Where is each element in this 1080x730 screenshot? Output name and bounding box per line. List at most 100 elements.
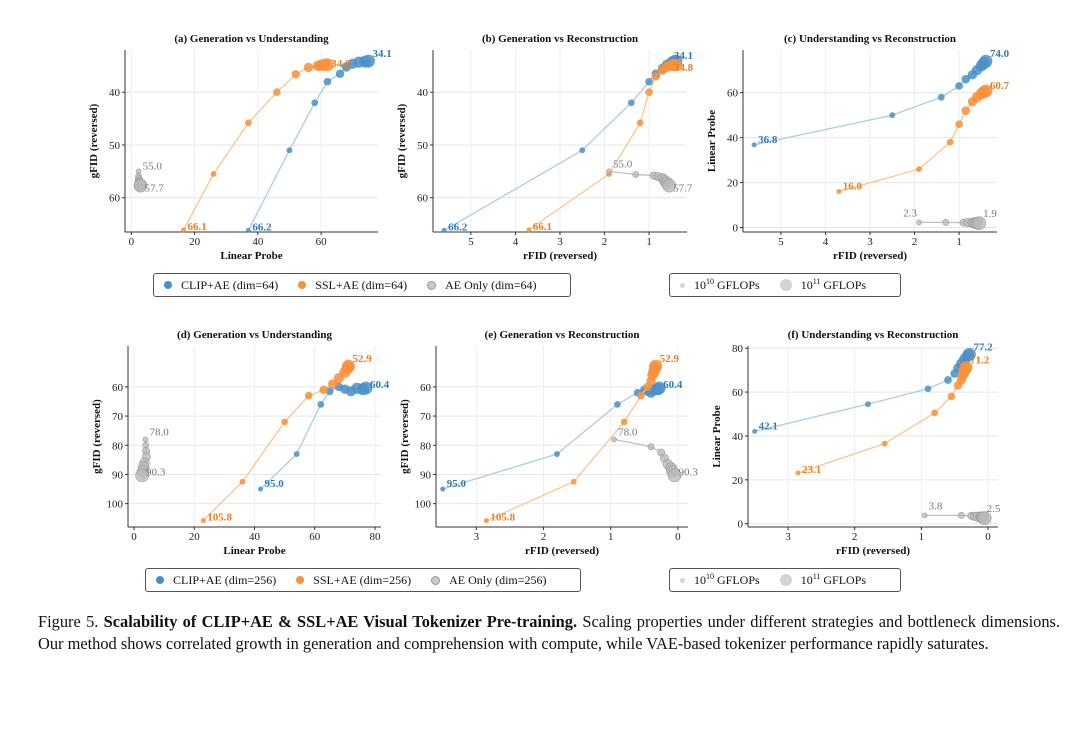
chart-e-point-clip	[440, 486, 446, 492]
chart-a-point-ssl	[244, 119, 252, 127]
chart-b-point-clip	[579, 147, 586, 154]
legend-label-ae: AE Only (dim=256)	[449, 572, 547, 587]
legend-marker-ssl	[298, 281, 307, 289]
legend-marker-ae	[431, 575, 441, 585]
chart-f-data-label-ssl: 71.2	[970, 355, 990, 367]
chart-e-y-tick-label: 100	[415, 499, 432, 511]
chart-c-series-line-ssl	[838, 90, 987, 193]
chart-f-point-ssl	[881, 440, 888, 447]
chart-a-point-clip	[323, 77, 332, 86]
caption-text: Scaling properties under different strat…	[38, 612, 1060, 653]
chart-b-point-ssl	[636, 119, 644, 127]
chart-a-point-ssl	[291, 69, 301, 79]
chart-a-point-clip	[335, 69, 345, 79]
chart-d-x-tick-label: 80	[369, 531, 381, 543]
chart-c-x-axis-label: rFID (reversed)	[833, 250, 907, 262]
chart-e-title: (e) Generation vs Reconstruction	[485, 329, 640, 341]
chart-b-point-ssl	[651, 72, 661, 81]
chart-f-data-label-ae: 3.8	[929, 500, 943, 512]
chart-c-point-ssl	[961, 106, 971, 115]
chart-d-point-ssl	[239, 478, 246, 485]
chart-c-data-label-ssl: 16.0	[843, 181, 863, 193]
chart-a-data-label-clip: 34.1	[373, 48, 392, 60]
chart-d-point-ssl	[341, 359, 355, 373]
chart-d-x-tick-label: 0	[131, 531, 137, 543]
legend-item-large: 1011 GFLOPs	[779, 572, 866, 588]
chart-f-point-ssl	[931, 409, 939, 417]
chart-e-point-ae	[647, 443, 655, 451]
chart-e-y-axis-label: gFID (reversed)	[399, 399, 411, 474]
chart-a-point-ssl	[303, 62, 314, 73]
chart-b-x-tick-label: 2	[602, 236, 608, 248]
chart-f-x-axis-label: rFID (reversed)	[836, 545, 910, 557]
chart-c-y-tick-label: 0	[733, 223, 739, 235]
chart-b-point-ae	[632, 171, 640, 178]
chart-f-y-tick-label: 0	[738, 519, 744, 531]
chart-a-data-label-clip: 66.2	[252, 221, 272, 233]
chart-b-point-ae	[606, 168, 612, 175]
chart-c-y-tick-label: 20	[727, 178, 739, 190]
chart-d-series-line-clip	[260, 386, 367, 490]
chart-d-point-clip	[359, 381, 373, 395]
chart-c-point-clip	[751, 142, 757, 148]
chart-e-point-ssl	[620, 418, 628, 426]
chart-c-y-tick-label: 60	[727, 88, 739, 100]
chart-c-point-ssl	[836, 189, 842, 195]
chart-b-y-axis-label: gFID (reversed)	[396, 103, 408, 178]
chart-f-x-tick-label: 3	[785, 531, 791, 543]
chart-d-point-ssl	[304, 391, 313, 400]
chart-b-y-tick-label: 50	[417, 140, 429, 152]
chart-b-x-tick-label: 3	[557, 236, 563, 248]
chart-b-title: (b) Generation vs Reconstruction	[482, 33, 638, 45]
chart-f-point-ae	[977, 511, 992, 526]
legend-size-row2: 1010 GFLOPs 1011 GFLOPs	[669, 568, 901, 592]
chart-d-data-label-ssl: 52.9	[352, 353, 372, 365]
legend-item-small: 1010 GFLOPs	[680, 572, 760, 588]
chart-a-y-tick-label: 60	[109, 193, 121, 205]
legend-label-small: 1010 GFLOPs	[694, 572, 760, 587]
chart-a-point-clip	[311, 99, 319, 107]
chart-b-series-line-ssl	[528, 64, 676, 231]
chart-f-point-clip	[752, 428, 758, 434]
chart-d-point-ae	[142, 436, 149, 443]
chart-c-point-ae	[972, 216, 986, 231]
legend-label-large: 1011 GFLOPs	[800, 277, 867, 292]
chart-c-point-ae	[916, 219, 922, 226]
chart-b-point-ssl	[669, 58, 683, 72]
chart-d-point-ssl	[281, 418, 289, 426]
chart-c-point-ae	[942, 218, 950, 226]
chart-f-y-tick-label: 20	[732, 475, 744, 487]
legend-label-clip: CLIP+AE (dim=64)	[181, 277, 279, 292]
chart-b-point-ae	[662, 178, 676, 193]
chart-f-y-tick-label: 80	[732, 343, 744, 355]
legend-label-clip: CLIP+AE (dim=256)	[173, 572, 277, 587]
chart-d-y-tick-label: 80	[112, 440, 124, 452]
chart-b-data-label-clip: 34.1	[674, 50, 693, 62]
chart-b-data-label-ssl: 34.8	[674, 62, 694, 74]
chart-a-point-ssl	[181, 227, 187, 233]
chart-c-point-clip	[979, 54, 993, 68]
chart-a-point-ae	[135, 168, 142, 175]
chart-d-point-clip	[258, 486, 264, 492]
chart-e-data-label-ae: 90.3	[679, 466, 699, 478]
chart-f-point-ssl	[959, 361, 973, 375]
chart-f-point-ssl	[947, 392, 956, 401]
legend-label-ae: AE Only (dim=64)	[445, 277, 537, 292]
chart-c-point-clip	[955, 82, 963, 90]
chart-d-point-ae	[135, 468, 149, 483]
chart-c-x-tick-label: 4	[823, 236, 829, 248]
figure-caption: Figure 5. Scalability of CLIP+AE & SSL+A…	[38, 611, 1060, 655]
chart-d-y-tick-label: 100	[107, 499, 124, 511]
chart-e-y-tick-label: 90	[420, 469, 432, 481]
chart-f-point-ae	[957, 512, 965, 519]
chart-c-x-tick-label: 3	[867, 236, 873, 248]
chart-e-point-ssl	[483, 518, 489, 524]
chart-e-y-tick-label: 60	[420, 382, 432, 394]
legend-item-clip: CLIP+AE (dim=256)	[156, 573, 276, 588]
chart-b-x-tick-label: 4	[513, 236, 519, 248]
legend-label-ssl: SSL+AE (dim=256)	[313, 572, 412, 587]
chart-f-data-label-clip: 42.1	[759, 420, 778, 432]
legend-item-large: 1011 GFLOPs	[779, 277, 867, 293]
chart-d-data-label-clip: 95.0	[265, 478, 285, 490]
